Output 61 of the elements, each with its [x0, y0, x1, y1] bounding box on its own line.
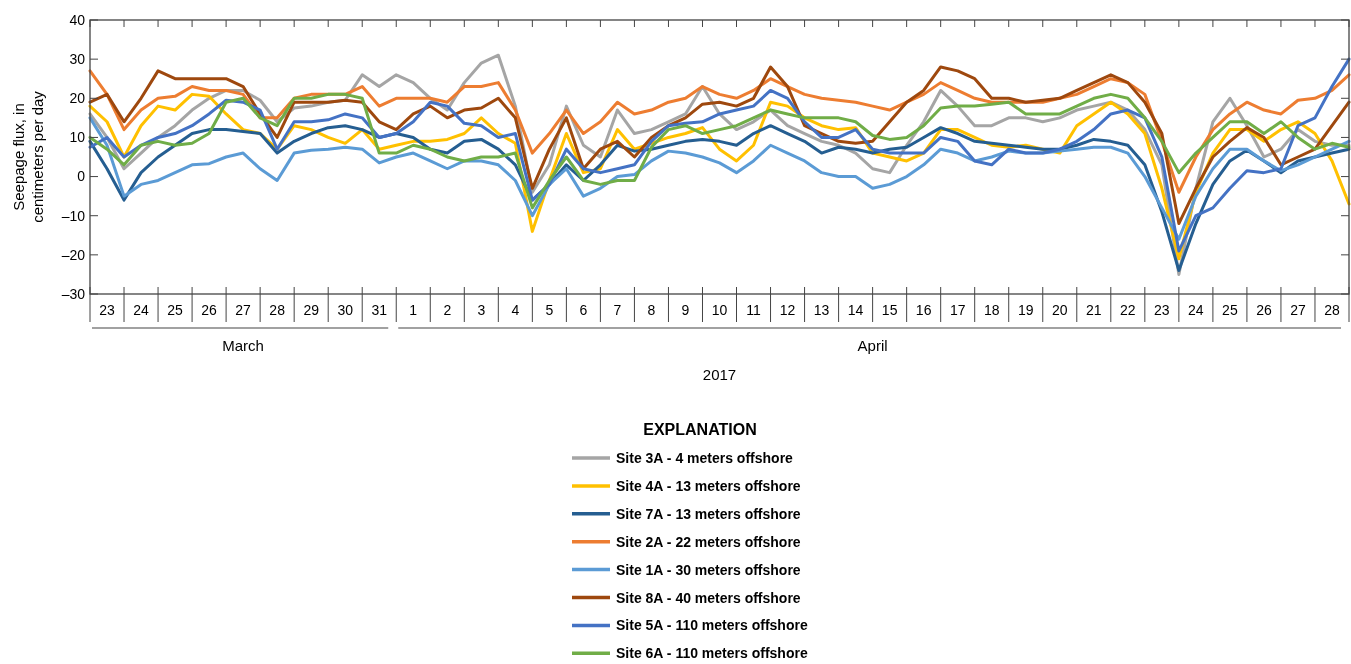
x-tick-label: 15: [881, 302, 898, 318]
legend-label: Site 4A - 13 meters offshore: [616, 477, 801, 494]
x-tick-label: 20: [1051, 302, 1068, 318]
x-tick-label: 25: [167, 302, 184, 318]
legend-label: Site 6A - 110 meters offshore: [616, 645, 808, 662]
legend-label: Site 2A - 22 meters offshore: [616, 533, 801, 550]
y-tick-label: –30: [61, 285, 86, 302]
x-tick-label: 4: [511, 302, 520, 318]
x-tick-label: 7: [613, 302, 622, 318]
x-tick-label: 6: [579, 302, 588, 318]
legend-label: Site 3A - 4 meters offshore: [616, 450, 794, 466]
x-tick-label: 29: [303, 302, 320, 318]
x-tick-label: 25: [1222, 302, 1238, 318]
y-tick-label: 30: [69, 51, 86, 68]
x-tick-label: 27: [1290, 302, 1306, 318]
line-series: [88, 65, 1351, 226]
x-tick-label: 27: [235, 302, 252, 318]
x-tick-label: 9: [681, 302, 690, 318]
y-tick-label: 40: [69, 11, 86, 28]
x-tick-label: 3: [477, 302, 486, 318]
x-tick-label: 16: [915, 302, 932, 318]
legend-label: Site 1A - 30 meters offshore: [616, 561, 801, 578]
x-tick-label: 19: [1017, 302, 1034, 318]
x-tick-label: 5: [545, 302, 554, 318]
x-tick-label: 12: [779, 302, 796, 318]
text: April: [857, 337, 888, 354]
x-tick-label: 26: [201, 302, 218, 318]
y-tick-label: –10: [61, 207, 86, 224]
legend-title: EXPLANATION: [643, 421, 757, 438]
x-tick-label: 30: [337, 302, 354, 318]
x-tick-label: 13: [813, 302, 830, 318]
y-tick-label: 20: [69, 90, 86, 107]
text: March: [222, 337, 264, 354]
x-tick-label: 8: [647, 302, 656, 318]
x-tick-label: 24: [133, 302, 150, 318]
x-tick-label: 14: [847, 302, 864, 318]
line-series: [88, 116, 1351, 241]
line-series: [88, 92, 1351, 210]
y-tick-label: 10: [69, 129, 86, 146]
x-axis-title: 2017: [702, 366, 737, 383]
x-tick-label: 21: [1086, 302, 1102, 318]
x-tick-label: 22: [1120, 302, 1136, 318]
x-tick-label: 28: [269, 302, 286, 318]
legend-label: Site 8A - 40 meters offshore: [616, 589, 801, 606]
x-tick-label: 2: [443, 302, 452, 318]
x-tick-label: 18: [983, 302, 1000, 318]
x-tick-label: 24: [1188, 302, 1204, 318]
x-tick-label: 11: [746, 302, 761, 318]
x-tick-label: 1: [409, 302, 418, 318]
y-tick-label: –20: [61, 246, 86, 263]
x-tick-label: 23: [99, 302, 116, 318]
x-tick-label: 10: [711, 302, 728, 318]
y-axis-title: Seepage flux, in centimeters per day: [10, 90, 46, 223]
x-tick-label: 17: [949, 302, 966, 318]
x-tick-label: 26: [1256, 302, 1272, 318]
x-tick-label: 23: [1154, 302, 1170, 318]
legend-label: Site 5A - 110 meters offshore: [616, 617, 808, 634]
legend-label: Site 7A - 13 meters offshore: [616, 505, 801, 522]
y-tick-label: 0: [77, 168, 86, 185]
x-tick-label: 28: [1324, 302, 1340, 318]
x-tick-label: 31: [371, 302, 388, 318]
